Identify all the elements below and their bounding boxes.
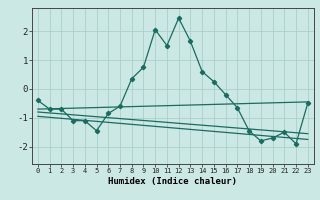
X-axis label: Humidex (Indice chaleur): Humidex (Indice chaleur) bbox=[108, 177, 237, 186]
